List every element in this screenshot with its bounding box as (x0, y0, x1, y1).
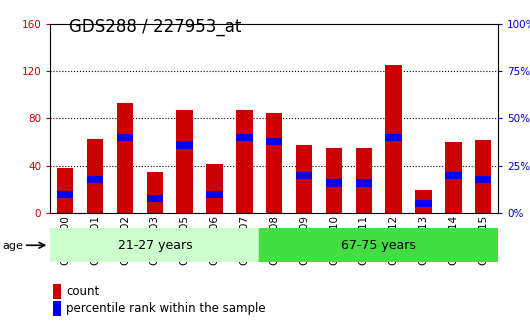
Bar (57, 168, 74, 213)
Bar (176, 110, 193, 213)
Bar (57, 191, 74, 198)
Bar (87, 139, 103, 213)
Text: count: count (66, 285, 100, 298)
Bar (445, 142, 462, 213)
Bar (236, 110, 253, 213)
Text: 67-75 years: 67-75 years (341, 239, 416, 252)
Bar (356, 148, 372, 213)
Bar (147, 195, 163, 202)
Bar (206, 191, 223, 198)
Text: 21-27 years: 21-27 years (118, 239, 192, 252)
Bar (50, 228, 259, 262)
Bar (356, 179, 372, 186)
Bar (475, 176, 491, 183)
Bar (259, 228, 498, 262)
Bar (117, 103, 133, 213)
Bar (475, 140, 491, 213)
Text: percentile rank within the sample: percentile rank within the sample (66, 302, 266, 314)
Bar (176, 141, 193, 149)
Bar (236, 134, 253, 141)
Bar (326, 179, 342, 186)
Bar (445, 172, 462, 179)
Text: GDS288 / 227953_at: GDS288 / 227953_at (69, 18, 241, 37)
Bar (326, 148, 342, 213)
Bar (87, 176, 103, 183)
Text: age: age (3, 241, 23, 251)
Bar (296, 172, 312, 179)
Bar (416, 200, 432, 207)
Bar (206, 164, 223, 213)
Bar (266, 138, 282, 145)
Bar (385, 65, 402, 213)
Bar (147, 172, 163, 213)
Bar (416, 190, 432, 213)
Bar (266, 113, 282, 213)
Bar (385, 134, 402, 141)
Bar (117, 134, 133, 141)
Bar (296, 144, 312, 213)
